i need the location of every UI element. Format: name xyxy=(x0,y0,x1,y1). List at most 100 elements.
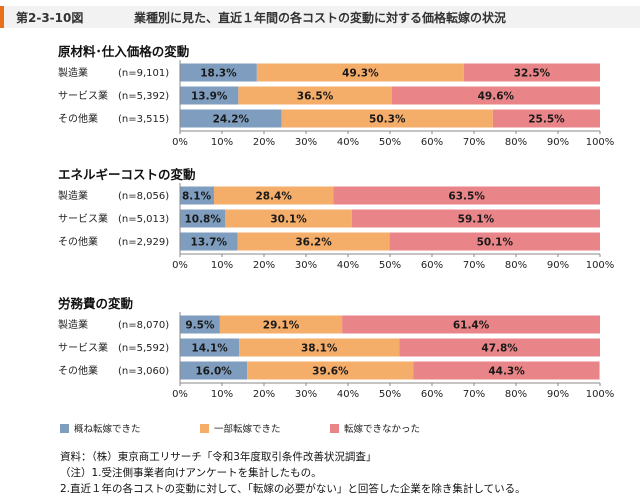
data-label-partial: 28.4% xyxy=(255,191,292,203)
x-tick-label: 50% xyxy=(379,389,401,400)
x-tick-label: 20% xyxy=(253,389,275,400)
data-label-none: 63.5% xyxy=(448,191,485,203)
n-label: (n=5,592) xyxy=(118,343,169,354)
legend-swatch-partial xyxy=(200,424,209,433)
bar-segment-partial xyxy=(237,232,390,251)
n-label: (n=5,013) xyxy=(118,214,169,225)
x-tick-label: 40% xyxy=(337,389,359,400)
category-label: サービス業 xyxy=(58,212,108,225)
data-label-full: 8.1% xyxy=(182,191,212,203)
x-tick-label: 80% xyxy=(505,389,527,400)
bar-segment-none xyxy=(391,86,600,105)
category-label: 製造業 xyxy=(58,318,88,331)
x-tick-label: 30% xyxy=(295,260,317,271)
data-label-full: 24.2% xyxy=(213,114,250,126)
x-tick-label: 80% xyxy=(505,137,527,148)
x-tick-label: 100% xyxy=(586,260,615,271)
x-tick-label: 40% xyxy=(337,260,359,271)
data-label-none: 49.6% xyxy=(478,91,515,103)
bar-segment-none xyxy=(399,338,600,357)
bar-segment-full xyxy=(180,315,220,334)
legend-label-full: 概ね転嫁できた xyxy=(74,424,141,435)
bar-segment-full xyxy=(180,109,282,128)
category-label: 製造業 xyxy=(58,189,88,202)
n-label: (n=9,101) xyxy=(118,68,169,79)
category-label: サービス業 xyxy=(58,89,108,102)
chart-title-materials: 原材料･仕入価格の変動 xyxy=(58,44,190,59)
legend-swatch-full xyxy=(60,424,69,433)
bar-segment-partial xyxy=(281,109,493,128)
bar-segment-full xyxy=(180,338,240,357)
bar-segment-partial xyxy=(238,86,392,105)
x-tick-label: 60% xyxy=(421,389,443,400)
note-source: 資料：（株）東京商工リサーチ「令和3年度取引条件改善状況調査」 xyxy=(60,451,377,463)
legend-swatch-none xyxy=(330,424,339,433)
bar-segment-none xyxy=(413,361,600,380)
bar-segment-full xyxy=(180,361,248,380)
data-label-partial: 50.3% xyxy=(369,114,406,126)
x-tick-label: 0% xyxy=(172,389,188,400)
x-tick-label: 100% xyxy=(586,389,615,400)
chart-title-labor: 労務費の変動 xyxy=(58,296,134,311)
x-tick-label: 80% xyxy=(505,260,527,271)
bar-segment-partial xyxy=(256,63,464,82)
bar-segment-full xyxy=(180,63,257,82)
data-label-none: 44.3% xyxy=(488,366,525,378)
x-tick-label: 70% xyxy=(463,137,485,148)
bar-segment-full xyxy=(180,186,215,205)
legend-label-none: 転嫁できなかった xyxy=(344,424,421,435)
data-label-none: 61.4% xyxy=(453,320,490,332)
x-tick-label: 20% xyxy=(253,137,275,148)
legend-item-full: 概ね転嫁できた xyxy=(60,421,141,435)
data-label-full: 16.0% xyxy=(195,366,232,378)
data-label-full: 9.5% xyxy=(185,320,215,332)
bar-segment-none xyxy=(463,63,600,82)
data-label-none: 50.1% xyxy=(477,237,514,249)
x-tick-label: 10% xyxy=(211,137,233,148)
header-accent-bar xyxy=(0,6,4,28)
x-tick-label: 60% xyxy=(421,260,443,271)
bar-segment-partial xyxy=(239,338,400,357)
bar-segment-full xyxy=(180,232,238,251)
x-tick-label: 30% xyxy=(295,137,317,148)
data-label-none: 47.8% xyxy=(481,343,518,355)
data-label-full: 13.9% xyxy=(191,91,228,103)
x-tick-label: 10% xyxy=(211,389,233,400)
data-label-none: 59.1% xyxy=(458,214,495,226)
bar-segment-full xyxy=(180,209,226,228)
note-1: （注）1.受注側事業者向けアンケートを集計したもの。 xyxy=(60,467,322,479)
data-label-partial: 38.1% xyxy=(301,343,338,355)
bar-segment-partial xyxy=(219,315,343,334)
n-label: (n=3,060) xyxy=(118,366,169,377)
n-label: (n=2,929) xyxy=(118,237,169,248)
category-label: サービス業 xyxy=(58,341,108,354)
x-tick-label: 10% xyxy=(211,260,233,271)
data-label-none: 32.5% xyxy=(514,68,551,80)
category-label: その他業 xyxy=(58,235,98,248)
legend: 概ね転嫁できた 一部転嫁できた 転嫁できなかった xyxy=(60,421,620,435)
x-tick-label: 90% xyxy=(547,389,569,400)
x-tick-label: 50% xyxy=(379,260,401,271)
x-tick-label: 90% xyxy=(547,260,569,271)
data-label-full: 13.7% xyxy=(191,237,228,249)
x-tick-label: 100% xyxy=(586,137,615,148)
data-label-full: 10.8% xyxy=(184,214,221,226)
x-tick-label: 0% xyxy=(172,137,188,148)
bar-segment-full xyxy=(180,86,239,105)
x-tick-label: 60% xyxy=(421,137,443,148)
data-label-partial: 36.2% xyxy=(295,237,332,249)
data-label-full: 18.3% xyxy=(200,68,237,80)
legend-item-none: 転嫁できなかった xyxy=(330,421,420,435)
n-label: (n=8,056) xyxy=(118,191,169,202)
x-tick-label: 70% xyxy=(463,260,485,271)
bar-segment-none xyxy=(351,209,600,228)
notes: 資料：（株）東京商工リサーチ「令和3年度取引条件改善状況調査」 （注）1.受注側… xyxy=(60,449,526,497)
x-tick-label: 70% xyxy=(463,389,485,400)
x-tick-label: 20% xyxy=(253,260,275,271)
data-label-partial: 39.6% xyxy=(312,366,349,378)
n-label: (n=3,515) xyxy=(118,114,169,125)
category-label: その他業 xyxy=(58,112,98,125)
data-label-partial: 49.3% xyxy=(342,68,379,80)
n-label: (n=8,070) xyxy=(118,320,169,331)
